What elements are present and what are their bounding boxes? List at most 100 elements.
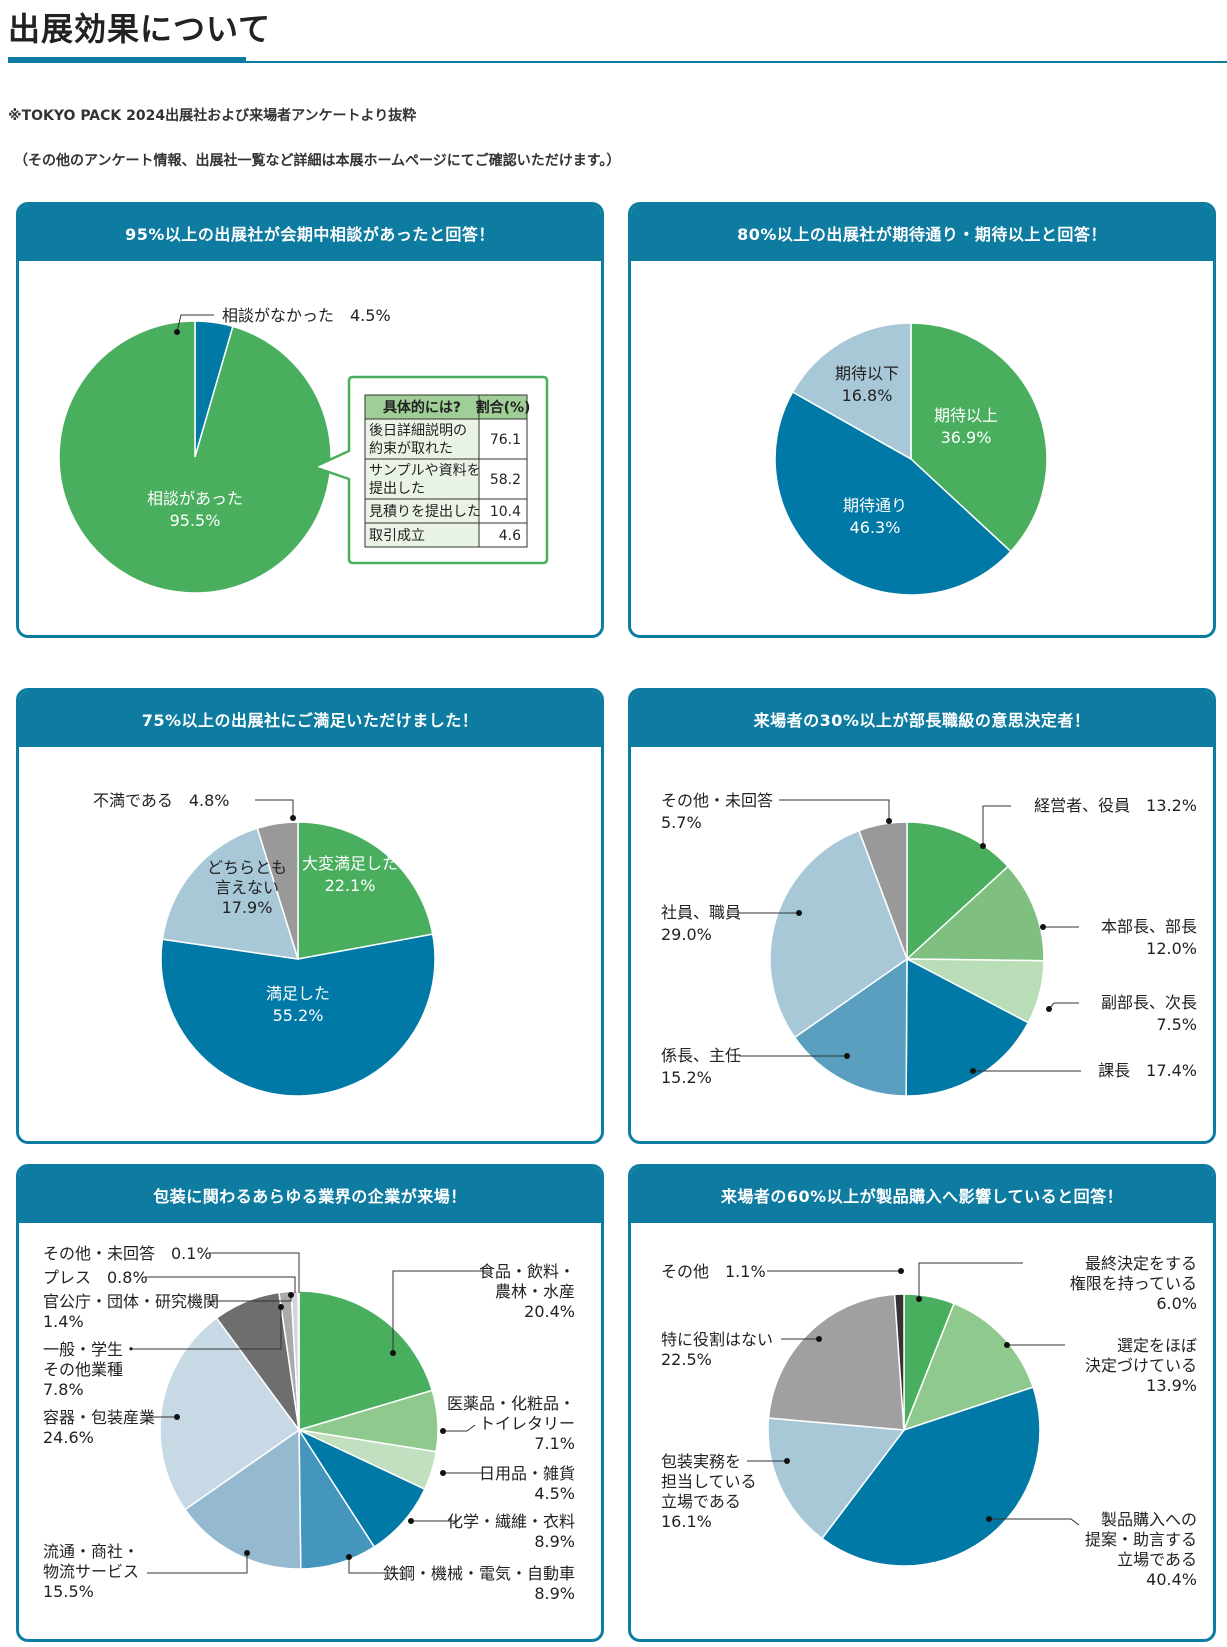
table-cell-value: 76.1	[490, 432, 521, 448]
slice-pct-final-decision: 6.0%	[1156, 1294, 1197, 1313]
slice-label-other: その他・未回答	[661, 791, 773, 810]
slice-label-as-expected: 期待通り	[843, 496, 907, 515]
slice-label-staff: 社員、職員	[661, 903, 741, 922]
leader-dot	[886, 818, 892, 824]
pie-slice-6	[183, 1428, 302, 1570]
slice-label-packaging: 容器・包装産業	[43, 1408, 155, 1427]
pie-slice-2	[902, 1302, 1035, 1432]
pie-slice-5	[793, 957, 908, 1097]
chart-panel-expectation: 80%以上の出展社が期待通り・期待以上と回答！ 期待以上 36.9% 期待通り …	[628, 202, 1216, 638]
table-cell-item: 後日詳細説明の	[369, 423, 467, 439]
leader-dot	[1040, 924, 1046, 930]
slice-pct-above: 36.9%	[941, 428, 992, 447]
slice-label-satisfied: 満足した	[266, 984, 330, 1003]
slice-pct-supervisor: 15.2%	[661, 1068, 712, 1087]
panel-title: 来場者の30%以上が部長職級の意思決定者！	[631, 691, 1213, 747]
table-cell-item: 提出した	[369, 481, 425, 497]
slice-label-pharma: トイレタリー	[479, 1414, 575, 1433]
leader-dot	[440, 1428, 446, 1434]
panel-title: 80%以上の出展社が期待通り・期待以上と回答！	[631, 205, 1213, 261]
slice-pct-general: 7.8%	[43, 1380, 84, 1399]
leader-line	[392, 1270, 487, 1353]
pie-slice-1	[906, 821, 1010, 961]
leader-dot	[898, 1268, 904, 1274]
panel-title: 来場者の60%以上が製品購入へ影響していると回答！	[631, 1167, 1213, 1223]
slice-label-practitioner: 立場である	[661, 1492, 741, 1511]
slice-pct-food: 20.4%	[524, 1302, 575, 1321]
panel-title: 95%以上の出展社が会期中相談があったと回答！	[19, 205, 601, 261]
slice-label-section-chief: 課長 17.4%	[1098, 1061, 1197, 1080]
leader-line	[1048, 1002, 1079, 1010]
leader-dot	[1046, 1006, 1052, 1012]
slice-label-consultation: 相談があった	[147, 489, 243, 508]
leader-dot	[986, 1516, 992, 1522]
slice-label-selection: 選定をほぼ	[1117, 1336, 1197, 1355]
slice-label-advisor: 製品購入への	[1101, 1510, 1197, 1529]
slice-pct-daily-goods: 4.5%	[534, 1484, 575, 1503]
slice-label-no-consultation: 相談がなかった 4.5%	[222, 306, 391, 325]
slice-label-government: 官公庁・団体・研究機関	[43, 1292, 219, 1311]
slice-label-other: その他 1.1%	[661, 1262, 766, 1281]
pie-slice-7	[858, 821, 908, 960]
pie-slice-3	[791, 322, 912, 461]
pie-slice-3	[161, 827, 300, 960]
slice-label-supervisor: 係長、主任	[661, 1046, 741, 1065]
leader-line	[147, 1553, 248, 1574]
pie-slice-1	[910, 322, 1048, 553]
slice-pct-neutral: 17.9%	[222, 898, 273, 917]
slice-pct-pharma: 7.1%	[534, 1434, 575, 1453]
pie-chart-industries: 食品・飲料・ 農林・水産 20.4% 医薬品・化粧品・ トイレタリー 7.1% …	[43, 1244, 575, 1603]
chart-panel-consultation: 95%以上の出展社が会期中相談があったと回答！ 相談がなかった 4.5% 相談が…	[16, 202, 604, 638]
title-underline	[8, 61, 1227, 63]
slice-label-practitioner: 包装実務を	[661, 1452, 741, 1471]
source-note: ※TOKYO PACK 2024出展社および来場者アンケートより抜粋	[8, 108, 417, 124]
slice-label-chemical: 化学・繊維・衣料	[447, 1512, 575, 1531]
table-cell-value: 4.6	[499, 528, 521, 544]
slice-pct-very-satisfied: 22.1%	[325, 876, 376, 895]
pie-chart-satisfaction: 大変満足した 22.1% 満足した 55.2% どちらとも 言えない 17.9%…	[93, 791, 436, 1097]
slice-label-food: 農林・水産	[495, 1282, 575, 1301]
detail-table: 具体的には? 割合(%) 後日詳細説明の 約束が取れた 76.1 サンプルや資料…	[364, 394, 530, 548]
leader-dot	[916, 1296, 922, 1302]
slice-pct-distribution: 15.5%	[43, 1582, 94, 1601]
slice-label-below: 期待以下	[835, 364, 899, 383]
slice-label-general-manager: 本部長、部長	[1101, 917, 1197, 936]
chart-panel-satisfaction: 75%以上の出展社にご満足いただけました！ 大変満足した 22.1% 満足した …	[16, 688, 604, 1144]
slice-pct-government: 1.4%	[43, 1312, 84, 1331]
leader-dot	[440, 1470, 446, 1476]
pie-slice-6	[893, 1293, 905, 1431]
slice-label-other: その他・未回答 0.1%	[43, 1244, 212, 1263]
pie-chart-visitor-position: 経営者、役員 13.2% 本部長、部長 12.0% 副部長、次長 7.5% 課長…	[661, 791, 1197, 1097]
leader-dot	[288, 1292, 294, 1298]
table-header-item: 具体的には?	[382, 399, 461, 416]
leader-line	[255, 799, 294, 818]
leader-line	[209, 1252, 300, 1293]
slice-label-food: 食品・飲料・	[479, 1262, 575, 1281]
slice-pct-selection: 13.9%	[1146, 1376, 1197, 1395]
slice-label-selection: 決定づけている	[1085, 1356, 1197, 1375]
leader-line	[443, 1424, 476, 1432]
leader-dot	[408, 1518, 414, 1524]
detail-note: （その他のアンケート情報、出展社一覧など詳細は本展ホームページにてご確認いただけ…	[14, 153, 621, 169]
table-cell-value: 58.2	[490, 472, 521, 488]
slice-label-final-decision: 最終決定をする	[1085, 1254, 1197, 1273]
slice-label-very-satisfied: 大変満足した	[302, 854, 398, 873]
leader-dot	[346, 1554, 352, 1560]
leader-dot	[784, 1458, 790, 1464]
slice-pct-consultation: 95.5%	[170, 511, 221, 530]
slice-pct-below: 16.8%	[842, 386, 893, 405]
slice-label-no-role: 特に役割はない	[661, 1330, 773, 1349]
leader-dot	[174, 329, 180, 335]
pie-slice-2	[58, 320, 332, 594]
table-cell-item: 約束が取れた	[369, 441, 453, 457]
slice-label-neutral: 言えない	[215, 878, 279, 897]
slice-pct-steel: 8.9%	[534, 1584, 575, 1603]
slice-pct-chemical: 8.9%	[534, 1532, 575, 1551]
slice-label-general: その他業種	[43, 1360, 123, 1379]
pie-slice-5	[767, 1293, 905, 1431]
leader-line	[176, 314, 214, 333]
slice-label-dissatisfied: 不満である 4.8%	[93, 791, 230, 810]
slice-label-advisor: 提案・助言する	[1085, 1530, 1197, 1549]
leader-dot	[970, 1068, 976, 1074]
slice-pct-deputy: 7.5%	[1156, 1015, 1197, 1034]
